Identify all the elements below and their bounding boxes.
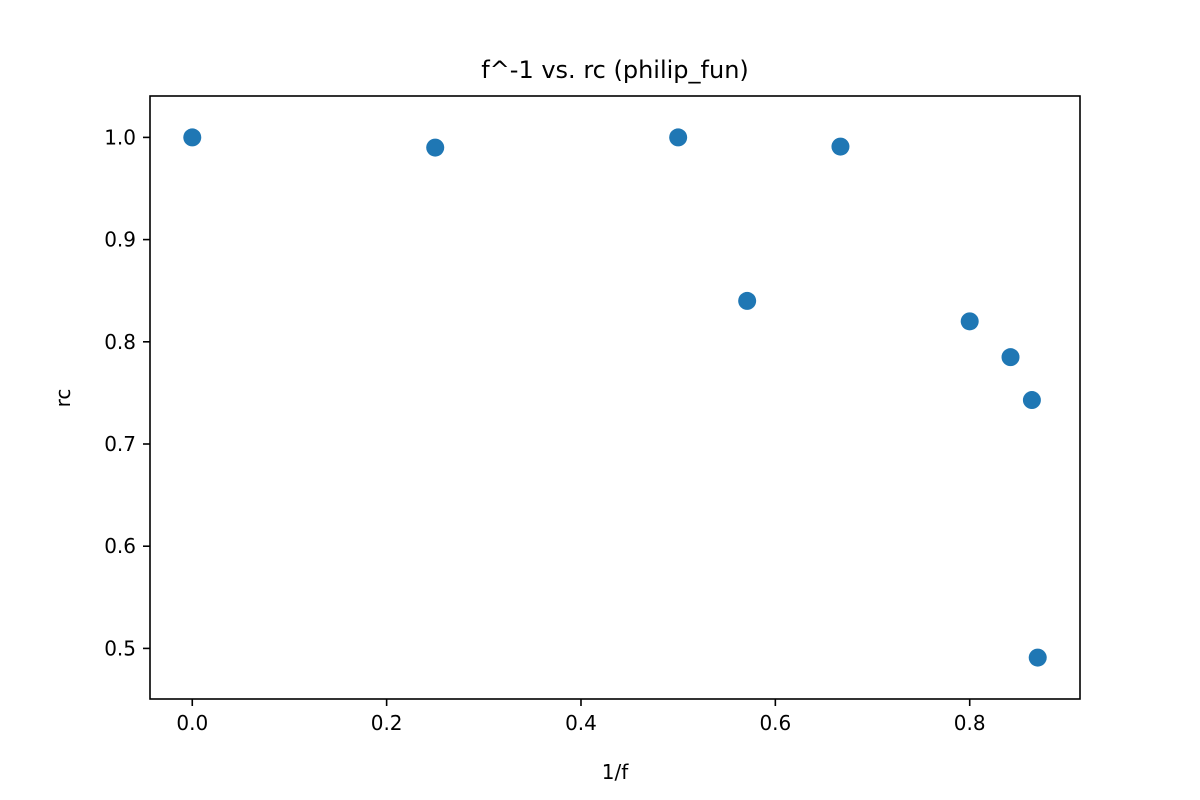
y-tick-label: 0.7	[104, 432, 136, 456]
plot-frame	[149, 95, 1081, 700]
y-tick-label: 0.5	[104, 636, 136, 660]
scatter-point	[831, 137, 850, 156]
scatter-point	[960, 312, 979, 331]
x-tick-label: 0.0	[176, 711, 208, 735]
x-tick-label: 0.2	[371, 711, 403, 735]
x-tick-label: 0.4	[565, 711, 597, 735]
chart-title: f^-1 vs. rc (philip_fun)	[481, 56, 749, 84]
x-axis-ticks: 0.0 0.2 0.4 0.6 0.8	[176, 699, 986, 735]
y-tick-label: 0.6	[104, 534, 136, 558]
scatter-point	[426, 138, 445, 157]
scatter-point	[738, 291, 757, 310]
x-axis-label: 1/f	[602, 760, 629, 784]
data-points	[183, 128, 1047, 667]
x-tick-label: 0.6	[759, 711, 791, 735]
y-axis-label: rc	[51, 389, 75, 408]
scatter-point	[1001, 348, 1020, 367]
y-axis-ticks: 0.5 0.6 0.7 0.8 0.9 1.0	[104, 125, 150, 660]
scatter-point	[183, 128, 202, 147]
scatter-point	[669, 128, 688, 147]
y-tick-label: 0.9	[104, 228, 136, 252]
x-tick-label: 0.8	[954, 711, 986, 735]
y-tick-label: 1.0	[104, 125, 136, 149]
scatter-point	[1022, 391, 1041, 410]
scatter-point	[1028, 648, 1047, 667]
y-tick-label: 0.8	[104, 330, 136, 354]
